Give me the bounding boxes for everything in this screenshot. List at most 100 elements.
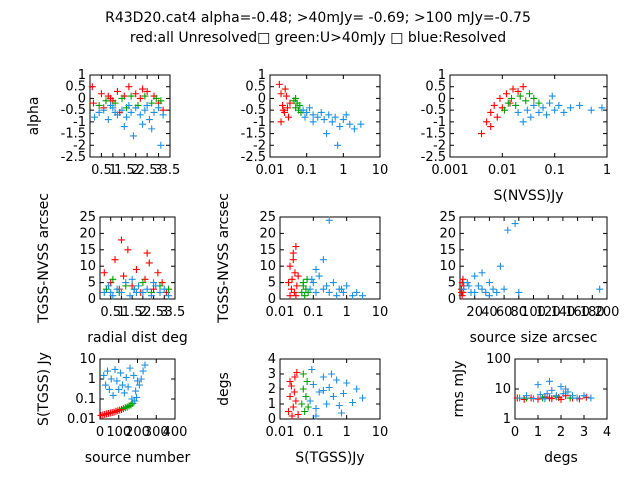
data-point-red	[490, 101, 498, 109]
data-point-blue	[117, 369, 125, 377]
data-point-blue	[331, 113, 339, 121]
data-point-red	[546, 394, 553, 402]
data-point-blue	[317, 108, 325, 116]
data-point-blue	[312, 405, 320, 412]
data-point-blue	[323, 282, 331, 290]
x-tick-label: 3.5	[160, 163, 181, 178]
data-point-blue	[529, 395, 537, 403]
y-tick-label: 25	[79, 210, 96, 225]
data-point-blue	[148, 125, 156, 133]
figure-title-line1: R43D20.cat4 alpha=-0.48; >40mJy= -0.69; …	[105, 10, 531, 26]
data-point-blue	[343, 379, 351, 387]
panel-6: 204060801001201401601802002520151050sour…	[439, 210, 619, 346]
data-point-blue	[312, 288, 320, 296]
data-point-blue	[339, 116, 347, 124]
data-point-blue	[105, 282, 113, 290]
data-point-blue	[342, 111, 350, 119]
data-point-red	[293, 369, 301, 376]
x-tick-label: 0.1	[544, 163, 565, 178]
data-point-red	[286, 99, 294, 107]
data-point-blue	[91, 113, 99, 121]
y-tick-label: -1	[73, 115, 86, 130]
data-point-blue	[306, 104, 314, 112]
data-point-blue	[349, 399, 357, 406]
data-point-blue	[139, 367, 147, 375]
data-point-blue	[527, 113, 535, 121]
data-point-red	[287, 382, 295, 390]
y-tick-label: -1.5	[61, 127, 86, 142]
x-tick-label: 0.5	[100, 305, 121, 320]
y-tick-label: 10	[494, 382, 511, 397]
data-point-red	[145, 259, 153, 267]
data-point-green	[299, 282, 307, 290]
data-point-blue	[100, 106, 108, 114]
data-point-blue	[471, 272, 479, 280]
x-tick-label: 160	[565, 305, 590, 320]
data-point-blue	[560, 108, 568, 116]
y-tick-label: 0	[438, 91, 446, 106]
x-tick-label: 120	[536, 305, 561, 320]
data-point-red	[519, 83, 527, 91]
data-point-red	[107, 94, 115, 102]
data-point-green	[535, 99, 543, 107]
x-tick-label: 100	[106, 425, 131, 440]
series-red	[275, 80, 294, 126]
x-tick-label: 2	[132, 163, 140, 178]
data-point-blue	[534, 381, 542, 389]
data-point-blue	[523, 106, 531, 114]
x-tick-label: 3	[154, 163, 162, 178]
x-tick-label: 1	[343, 305, 351, 320]
data-point-blue	[124, 383, 132, 391]
y-tick-label: 0	[258, 91, 266, 106]
data-point-red	[132, 90, 140, 98]
data-point-red	[293, 282, 301, 290]
data-point-blue	[303, 108, 311, 116]
data-point-blue	[546, 99, 554, 107]
data-point-blue	[141, 361, 149, 369]
data-point-green	[504, 99, 512, 107]
x-tick-label: 0	[511, 425, 519, 440]
data-point-red	[292, 243, 300, 251]
x-tick-label: 100	[521, 305, 546, 320]
data-point-blue	[126, 364, 134, 372]
y-tick-label: -2.5	[421, 150, 446, 165]
data-point-blue	[573, 394, 581, 402]
data-point-blue	[548, 92, 556, 100]
data-point-blue	[357, 120, 365, 128]
y-tick-label: 25	[259, 210, 276, 225]
y-tick-label: -0.5	[61, 103, 86, 118]
data-point-red	[493, 113, 501, 121]
x-tick-label: 1	[343, 425, 351, 440]
x-tick-label: 10	[372, 305, 389, 320]
data-point-blue	[125, 101, 133, 109]
data-point-blue	[122, 279, 130, 287]
data-point-blue	[359, 292, 367, 300]
data-point-blue	[309, 111, 317, 119]
data-point-blue	[349, 292, 357, 300]
series-blue	[306, 216, 367, 300]
data-point-blue	[530, 101, 538, 109]
data-point-blue	[141, 106, 149, 114]
data-point-blue	[329, 279, 337, 287]
data-point-blue	[131, 397, 139, 405]
plot-frame	[449, 74, 608, 158]
data-point-blue	[327, 370, 335, 378]
y-tick-label: 0	[78, 91, 86, 106]
y-tick-label: 4	[268, 352, 276, 367]
data-point-blue	[308, 275, 316, 283]
x-tick-label: 0.5	[91, 163, 112, 178]
data-point-blue	[301, 113, 309, 121]
data-point-red	[125, 83, 133, 91]
data-point-blue	[107, 375, 115, 383]
x-tick-label: 4	[603, 425, 611, 440]
data-point-red	[97, 90, 105, 98]
x-tick-label: 2	[557, 425, 565, 440]
x-tick-label: 60	[496, 305, 513, 320]
data-point-blue	[587, 106, 595, 114]
data-point-red	[289, 256, 297, 264]
data-point-blue	[95, 108, 103, 116]
x-axis-label: S(TGSS)Jy	[295, 450, 364, 466]
x-tick-label: 0	[96, 425, 104, 440]
data-point-red	[117, 236, 125, 244]
series-blue	[100, 361, 149, 405]
